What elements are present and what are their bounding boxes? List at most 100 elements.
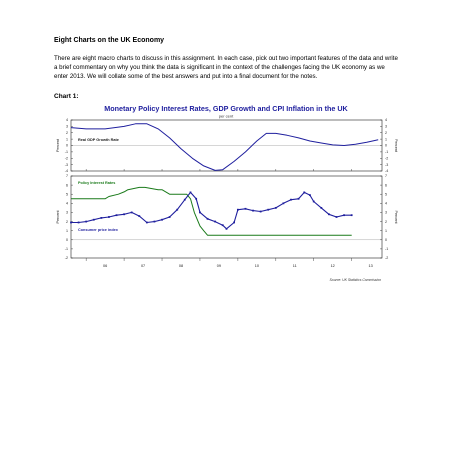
series-label-gdp: Real GDP Growth Rate xyxy=(78,138,119,142)
chart-1: Monetary Policy Interest Rates, GDP Grow… xyxy=(56,104,398,282)
data-point xyxy=(290,198,292,201)
data-point xyxy=(282,202,285,205)
y-tick-label-left: -1 xyxy=(65,247,68,251)
x-tick-label: 07 xyxy=(141,264,145,268)
y-tick-label-left: 6 xyxy=(66,183,68,187)
data-point xyxy=(221,224,224,227)
y-tick-label-left: 5 xyxy=(66,192,68,196)
data-point xyxy=(312,200,315,203)
data-point xyxy=(161,218,163,221)
data-point xyxy=(252,209,254,212)
data-point xyxy=(199,211,201,214)
data-point xyxy=(335,216,338,218)
data-point xyxy=(145,221,148,224)
x-tick-label: 10 xyxy=(255,264,259,268)
data-point xyxy=(115,214,118,217)
y-tick-label-left: 0 xyxy=(66,238,68,242)
y-tick-label-right: 0 xyxy=(385,144,387,148)
assignment-intro: There are eight macro charts to discuss … xyxy=(54,55,398,80)
y-axis-title-left: Percent xyxy=(56,210,60,224)
y-tick-label-left: -1 xyxy=(65,150,68,154)
data-point xyxy=(92,218,95,221)
x-tick-label: 06 xyxy=(103,264,107,268)
y-tick-label-right: 2 xyxy=(385,220,387,224)
data-point xyxy=(130,211,133,214)
data-point xyxy=(153,220,156,223)
data-point xyxy=(297,197,300,200)
chart-subtitle: per cent xyxy=(219,114,234,119)
y-tick-label-right: -2 xyxy=(385,156,388,160)
data-point xyxy=(309,194,311,197)
data-point xyxy=(303,191,306,194)
data-point xyxy=(189,191,192,194)
x-tick-label: 11 xyxy=(293,264,297,268)
y-tick-label-right: 4 xyxy=(385,118,387,122)
x-tick-label: 08 xyxy=(179,264,183,268)
series-line-1-1 xyxy=(71,191,352,230)
data-point xyxy=(328,213,330,216)
data-point xyxy=(214,220,217,223)
data-point xyxy=(108,216,110,218)
y-tick-label-left: 3 xyxy=(66,211,68,215)
data-point xyxy=(85,220,88,223)
data-point xyxy=(183,198,186,201)
y-tick-label-left: -4 xyxy=(65,169,68,173)
y-tick-label-left: 1 xyxy=(66,229,68,233)
y-tick-label-right: 2 xyxy=(385,131,387,135)
data-point xyxy=(206,217,209,220)
y-tick-label-right: -3 xyxy=(385,163,388,167)
data-point xyxy=(195,197,198,200)
data-point xyxy=(123,213,125,216)
y-tick-label-right: 0 xyxy=(385,238,387,242)
y-tick-label-left: 2 xyxy=(66,131,68,135)
data-point xyxy=(77,221,80,224)
data-point xyxy=(320,206,323,209)
y-tick-label-left: 7 xyxy=(66,174,68,178)
data-point xyxy=(176,208,179,211)
y-tick-label-right: 6 xyxy=(385,183,387,187)
y-tick-label-left: -3 xyxy=(65,163,68,167)
y-tick-label-left: -2 xyxy=(65,156,68,160)
x-tick-label: 13 xyxy=(369,264,373,268)
y-tick-label-left: 3 xyxy=(66,125,68,129)
y-axis-title-right: Percent xyxy=(394,210,398,224)
data-point xyxy=(100,217,103,219)
y-tick-label-right: 3 xyxy=(385,211,387,215)
bottom-panel-frame xyxy=(70,175,383,259)
y-tick-label-right: 7 xyxy=(385,174,387,178)
data-point xyxy=(168,216,171,218)
series-label-cpi: Consumer price index xyxy=(78,228,119,232)
y-tick-label-left: 0 xyxy=(66,144,68,148)
data-point xyxy=(233,221,235,224)
y-tick-label-right: 1 xyxy=(385,229,387,233)
y-tick-label-left: 2 xyxy=(66,220,68,224)
data-point xyxy=(350,214,353,217)
y-tick-label-right: 3 xyxy=(385,125,387,129)
y-tick-label-left: 4 xyxy=(66,202,68,206)
y-tick-label-right: -1 xyxy=(385,247,388,251)
x-tick-label: 12 xyxy=(331,264,335,268)
chart-label: Chart 1: xyxy=(54,93,79,100)
y-tick-label-right: 1 xyxy=(385,137,387,141)
data-point xyxy=(225,227,228,230)
y-tick-label-left: -2 xyxy=(65,256,68,260)
x-tick-label: 09 xyxy=(217,264,221,268)
data-point xyxy=(343,214,345,217)
y-axis-title-right: Percent xyxy=(394,139,398,153)
y-tick-label-left: 1 xyxy=(66,137,68,141)
y-tick-label-right: -4 xyxy=(385,169,388,173)
y-tick-label-right: 4 xyxy=(385,202,387,206)
document-heading: Eight Charts on the UK Economy xyxy=(54,37,165,44)
data-point xyxy=(70,221,72,224)
series-line-1-0 xyxy=(71,186,352,236)
data-point xyxy=(138,215,141,217)
data-point xyxy=(259,210,262,213)
series-label-policy-rate: Policy Interest Rates xyxy=(78,181,115,185)
y-tick-label-right: 5 xyxy=(385,192,387,196)
chart-title: Monetary Policy Interest Rates, GDP Grow… xyxy=(104,104,348,113)
chart-source: Source: UK Statistics Commission xyxy=(330,278,382,282)
data-point xyxy=(244,207,247,210)
y-axis-title-left: Percent xyxy=(56,138,60,152)
y-tick-label-right: -1 xyxy=(385,150,388,154)
data-point xyxy=(236,208,239,211)
